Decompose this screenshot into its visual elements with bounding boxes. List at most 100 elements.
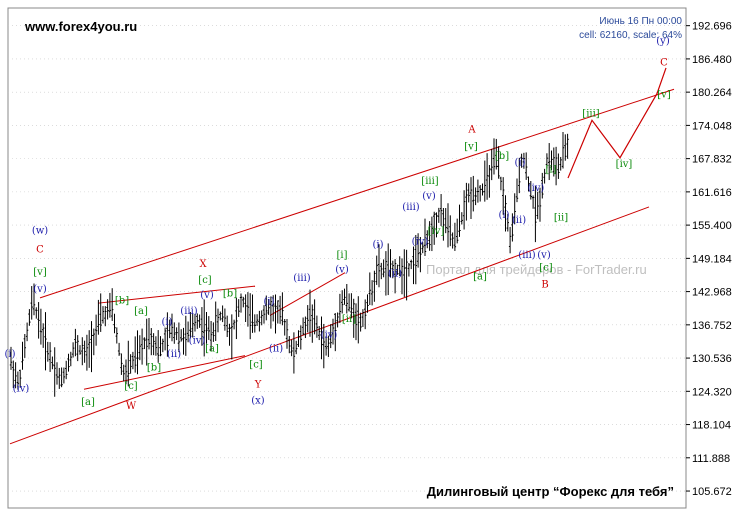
- price-bar: [347, 293, 351, 312]
- price-bar: [184, 315, 187, 356]
- price-bar: [522, 152, 526, 169]
- price-bar: [262, 305, 266, 324]
- price-bar: [60, 367, 63, 388]
- price-bar: [485, 153, 489, 200]
- price-bar: [74, 328, 77, 357]
- price-bar: [488, 164, 491, 198]
- price-bar: [138, 335, 141, 361]
- y-tick-label: 105.672: [692, 486, 732, 498]
- wave-label: (w): [32, 225, 48, 236]
- price-bar: [53, 347, 56, 397]
- wave-label: [a]: [205, 344, 219, 355]
- price-bar: [12, 360, 15, 388]
- wave-label: [a]: [81, 397, 95, 408]
- price-bar: [561, 131, 565, 169]
- wave-label: [iii]: [421, 176, 438, 187]
- price-bar: [157, 330, 160, 363]
- price-bar: [375, 255, 378, 285]
- price-bar: [131, 351, 135, 370]
- wave-label: C: [660, 57, 668, 68]
- price-bar: [515, 178, 519, 203]
- price-bar: [451, 232, 454, 249]
- price-bar: [557, 153, 560, 179]
- wave-label: (i): [263, 297, 274, 308]
- wave-label: [a]: [473, 271, 487, 282]
- price-bar: [462, 190, 466, 230]
- price-bar: [502, 177, 505, 215]
- price-bar: [25, 322, 29, 342]
- price-bar: [274, 294, 277, 334]
- price-bar: [531, 195, 535, 209]
- price-bar: [244, 294, 247, 323]
- price-bar: [196, 313, 199, 329]
- y-tick-label: 174.048: [692, 120, 732, 132]
- wave-label: (i): [514, 157, 525, 168]
- price-bar: [343, 288, 346, 305]
- price-bar: [186, 321, 190, 343]
- price-bar: [92, 328, 95, 356]
- price-bar: [19, 369, 22, 388]
- wave-label: [iv]: [428, 226, 445, 237]
- price-bar: [423, 218, 427, 256]
- footer-caption: Дилинговый центр “Форекс для тебя”: [427, 484, 674, 499]
- wave-label: [v]: [464, 141, 478, 152]
- price-bar: [534, 185, 537, 243]
- price-bar: [364, 299, 367, 330]
- wave-label: (iii): [180, 306, 197, 317]
- price-bar: [69, 351, 72, 367]
- price-bar: [301, 317, 305, 336]
- y-tick-label: 155.400: [692, 220, 732, 232]
- y-tick-label: 118.104: [692, 420, 731, 432]
- price-bar: [260, 310, 263, 326]
- price-bar: [37, 302, 40, 339]
- price-bar: [281, 292, 284, 326]
- price-bar: [520, 153, 523, 168]
- price-bar: [67, 353, 70, 372]
- price-bar: [122, 364, 125, 382]
- price-bar: [143, 337, 146, 350]
- price-bar: [414, 234, 417, 285]
- price-bar: [405, 249, 408, 301]
- wave-label: (ii): [512, 215, 526, 226]
- y-tick-label: 136.752: [692, 320, 732, 332]
- price-bar: [446, 203, 450, 248]
- wave-label: [a]: [134, 306, 148, 317]
- price-bar: [479, 185, 482, 202]
- price-bar: [182, 327, 185, 355]
- price-bar: [16, 371, 20, 390]
- price-bar: [350, 293, 353, 319]
- price-bar: [230, 314, 233, 360]
- price-bar: [474, 187, 477, 206]
- price-bar: [9, 346, 13, 370]
- y-tick-label: 130.536: [692, 353, 732, 365]
- price-bar: [147, 318, 151, 350]
- price-bar: [483, 160, 486, 202]
- price-bar: [407, 262, 411, 277]
- y-tick-label: 192.696: [692, 21, 732, 33]
- price-bar: [65, 360, 68, 380]
- price-bar: [334, 313, 337, 352]
- wave-label: (iii): [293, 273, 310, 284]
- price-bar: [94, 314, 98, 346]
- price-bar: [366, 294, 369, 313]
- price-bar: [497, 146, 500, 179]
- price-bar: [354, 303, 358, 341]
- wave-label: W: [126, 401, 137, 412]
- price-bar: [88, 330, 91, 368]
- price-bar: [442, 207, 445, 241]
- scale-line: cell: 62160, scale: 64%: [579, 30, 682, 41]
- price-bar: [85, 334, 89, 371]
- price-bar: [492, 138, 496, 175]
- price-bar: [495, 138, 498, 170]
- price-bar: [518, 157, 521, 194]
- price-bar: [320, 316, 323, 360]
- price-bar: [265, 295, 268, 321]
- price-bar: [292, 332, 296, 374]
- price-bar: [30, 286, 33, 320]
- price-bar: [152, 333, 155, 356]
- price-bar: [499, 176, 503, 191]
- price-bar: [444, 208, 447, 234]
- price-bar: [306, 305, 309, 333]
- price-bar: [150, 328, 153, 356]
- price-bar: [458, 204, 461, 237]
